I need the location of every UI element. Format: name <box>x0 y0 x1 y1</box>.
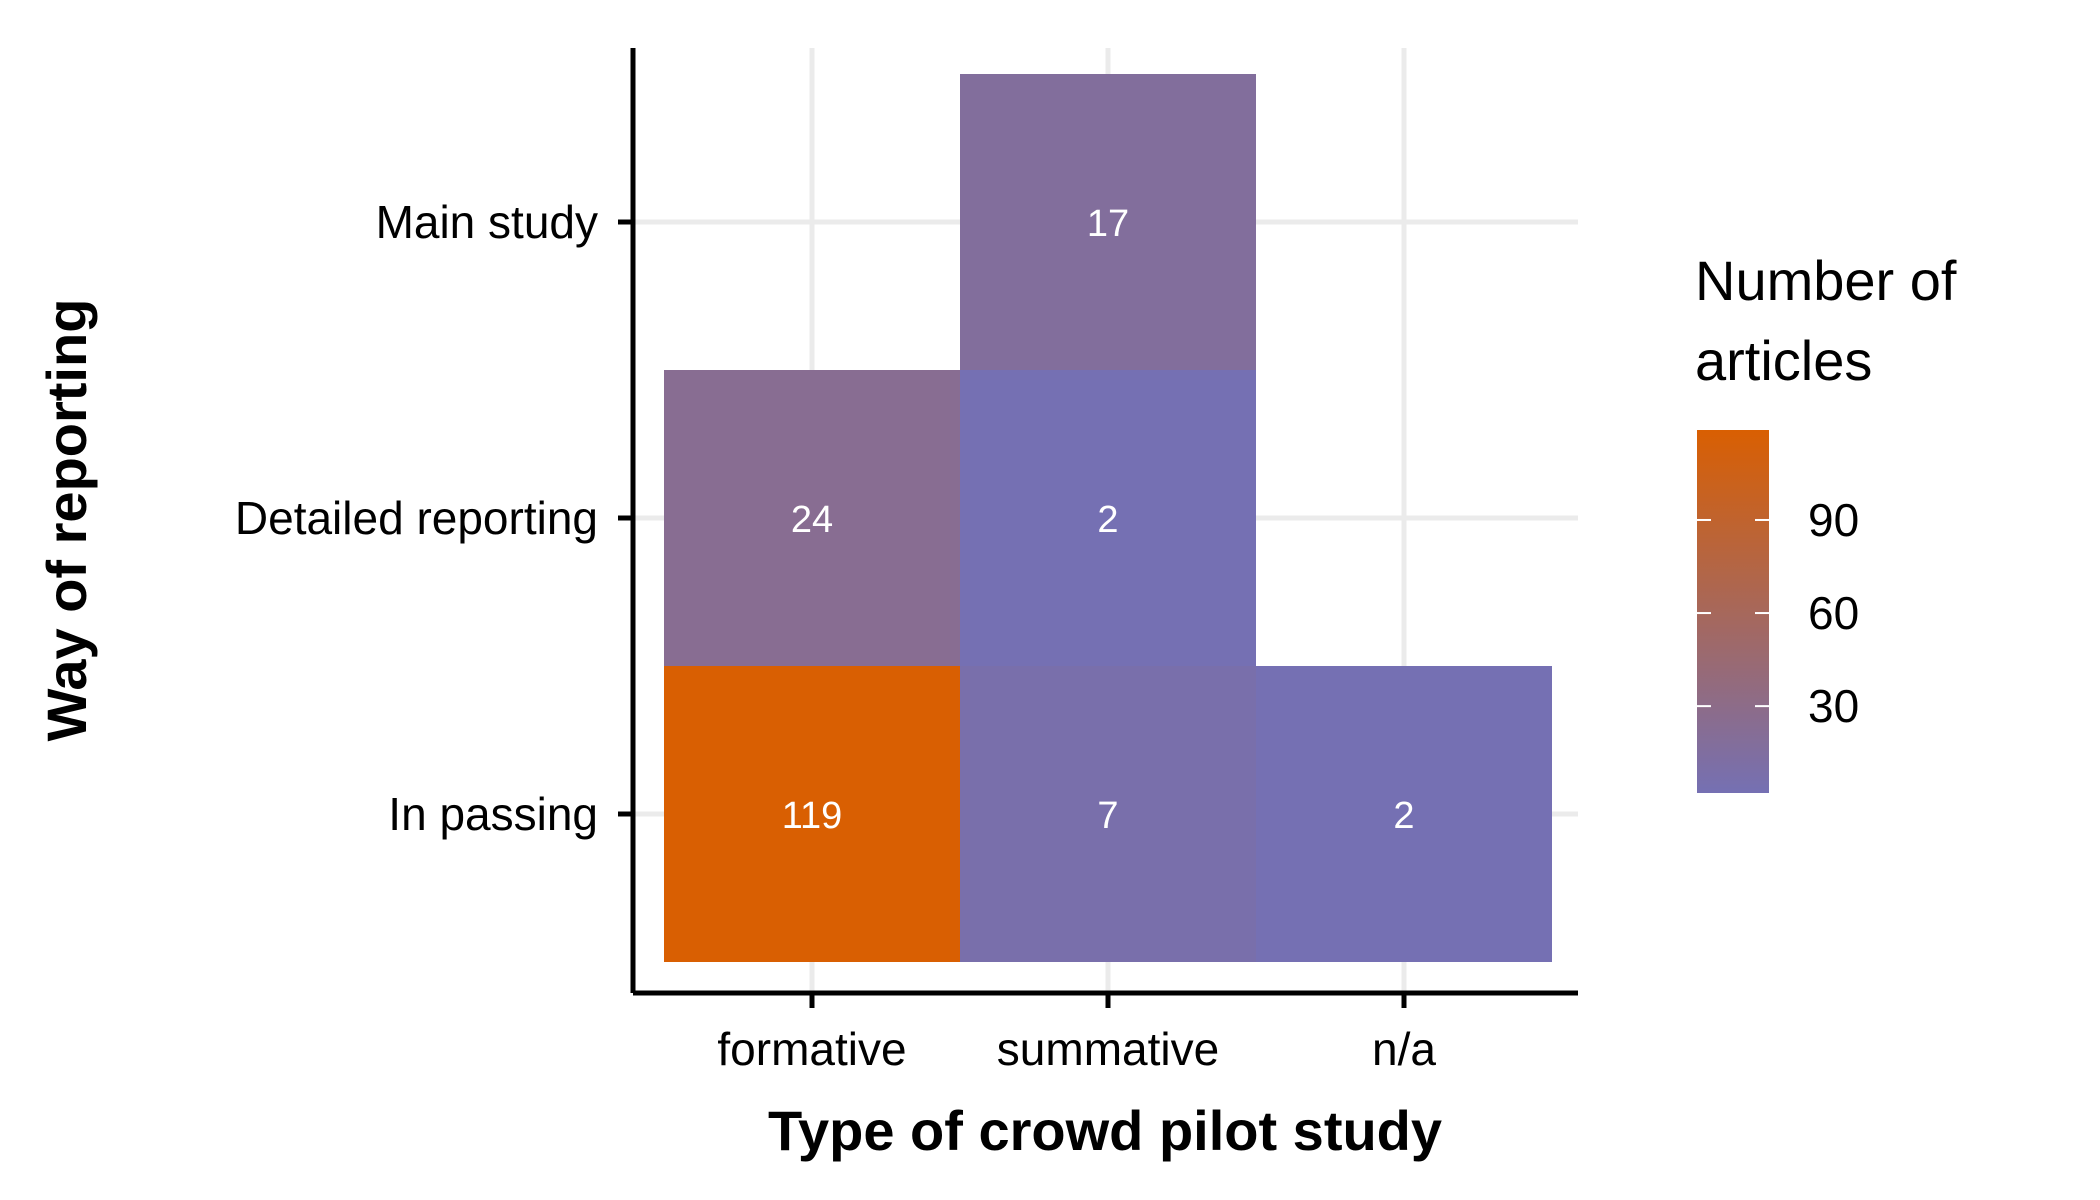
x-tick-label-summative: summative <box>997 1023 1219 1075</box>
cell-label-formative-in-passing: 119 <box>782 795 843 837</box>
x-tick-label-n-a: n/a <box>1372 1023 1436 1075</box>
cell-label-n-a-in-passing: 2 <box>1393 795 1414 837</box>
y-axis-title: Way of reporting <box>35 299 98 742</box>
legend-colorbar <box>1697 430 1769 793</box>
cell-value-labels: 17 24 2 119 7 2 <box>782 203 1415 837</box>
legend: Number of articles 30 60 90 <box>1695 249 1972 793</box>
legend-tick-label-60: 60 <box>1808 587 1859 639</box>
y-axis-ticks: Main study Detailed reporting In passing <box>235 196 633 840</box>
heatmap-cell-summative-detailed-reporting <box>960 370 1256 666</box>
legend-ticks: 30 60 90 <box>1697 494 1859 732</box>
heatmap-cell-summative-main-study <box>960 74 1256 370</box>
legend-title-line-1: Number of <box>1695 249 1957 312</box>
heatmap-cell-formative-detailed-reporting <box>664 370 960 666</box>
heatmap-cells <box>664 74 1552 962</box>
heatmap-cell-formative-in-passing <box>664 666 960 962</box>
y-tick-label-in-passing: In passing <box>388 788 598 840</box>
legend-title: Number of articles <box>1695 249 1972 392</box>
x-axis-ticks: formative summative n/a <box>717 993 1436 1075</box>
legend-tick-label-30: 30 <box>1808 680 1859 732</box>
cell-label-summative-main-study: 17 <box>1087 203 1129 245</box>
cell-label-formative-detailed-reporting: 24 <box>791 499 833 541</box>
cell-label-summative-in-passing: 7 <box>1097 795 1118 837</box>
x-axis-title: Type of crowd pilot study <box>768 1099 1442 1162</box>
legend-tick-label-90: 90 <box>1808 494 1859 546</box>
cell-label-summative-detailed-reporting: 2 <box>1097 499 1118 541</box>
y-tick-label-main-study: Main study <box>376 196 598 248</box>
heatmap-cell-n-a-in-passing <box>1256 666 1552 962</box>
x-tick-label-formative: formative <box>717 1023 906 1075</box>
heatmap-cell-summative-in-passing <box>960 666 1256 962</box>
legend-title-line-2: articles <box>1695 329 1872 392</box>
y-tick-label-detailed-reporting: Detailed reporting <box>235 492 598 544</box>
